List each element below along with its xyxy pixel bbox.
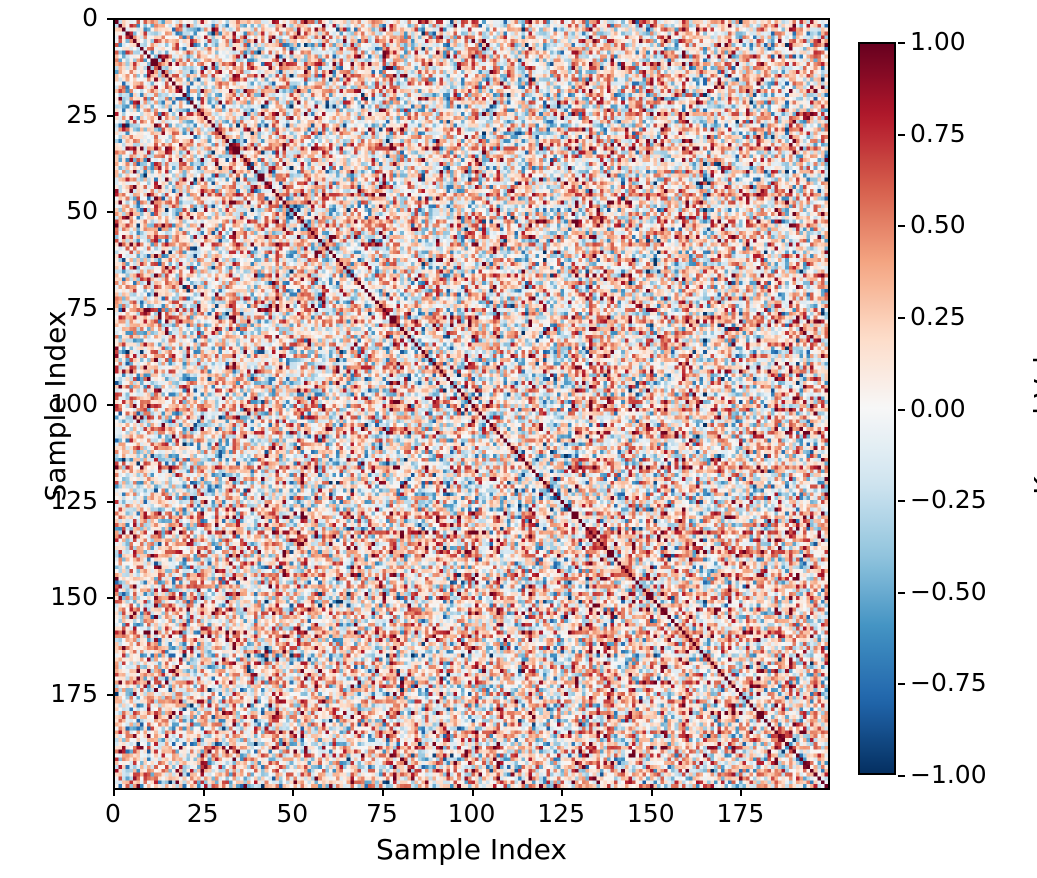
colorbar-tick-label: 0.75 (910, 118, 966, 148)
y-tick-mark (107, 211, 113, 213)
x-tick-label: 150 (626, 799, 675, 828)
colorbar-tick-label: 0.50 (910, 210, 966, 240)
colorbar-label: Kernel Value (1028, 321, 1037, 495)
y-tick-mark (107, 307, 113, 310)
x-tick-label: 100 (447, 799, 496, 828)
kernel-matrix-heatmap (115, 20, 828, 788)
y-tick-mark (107, 114, 113, 117)
y-tick-mark (107, 597, 113, 599)
colorbar-tick-label: −0.50 (910, 576, 987, 606)
colorbar-tick-label: 0.00 (910, 393, 966, 423)
x-tick-label: 125 (537, 799, 585, 828)
x-tick-mark (202, 790, 205, 796)
colorbar-tick-mark (898, 316, 905, 319)
y-tick-label: 100 (50, 389, 98, 418)
y-tick-mark (107, 404, 113, 406)
colorbar-tick-mark (898, 225, 905, 228)
colorbar-tick-label: −1.00 (910, 760, 987, 789)
x-tick-mark (561, 790, 564, 796)
colorbar-tick-mark (898, 591, 905, 594)
colorbar-tick-mark (898, 42, 905, 44)
y-tick-label: 175 (50, 678, 98, 708)
colorbar-tick-mark (898, 500, 905, 503)
x-tick-mark (740, 790, 743, 796)
x-tick-label: 25 (186, 799, 219, 828)
y-tick-mark (107, 693, 113, 696)
x-tick-label: 50 (276, 799, 309, 828)
y-tick-label: 50 (66, 196, 98, 225)
y-tick-mark (107, 500, 113, 503)
x-tick-mark (471, 790, 474, 796)
colorbar (858, 42, 896, 775)
colorbar-tick-mark (898, 775, 905, 777)
x-tick-label: 0 (105, 799, 121, 828)
y-tick-label: 150 (50, 582, 98, 611)
colorbar-tick-mark (898, 408, 905, 411)
colorbar-tick-mark (898, 133, 905, 136)
colorbar-tick-label: 1.00 (910, 27, 966, 56)
heatmap-axes (113, 18, 830, 790)
x-tick-label: 75 (365, 799, 398, 828)
x-tick-mark (381, 790, 384, 796)
x-tick-mark (650, 790, 653, 796)
x-tick-mark (292, 790, 295, 796)
x-tick-label: 175 (716, 799, 765, 828)
y-tick-label: 25 (66, 99, 98, 129)
y-tick-label: 75 (66, 292, 98, 322)
x-tick-mark (113, 790, 115, 796)
y-axis-label: Sample Index (39, 310, 72, 502)
colorbar-tick-label: −0.25 (910, 485, 987, 515)
colorbar-tick-mark (898, 683, 905, 686)
y-tick-label: 0 (82, 3, 98, 32)
colorbar-tick-label: −0.75 (910, 668, 987, 698)
colorbar-tick-label: 0.25 (910, 301, 966, 331)
x-axis-label: Sample Index (376, 833, 567, 866)
colorbar-gradient (860, 44, 894, 773)
y-tick-label: 125 (50, 485, 98, 515)
y-tick-mark (107, 18, 113, 20)
